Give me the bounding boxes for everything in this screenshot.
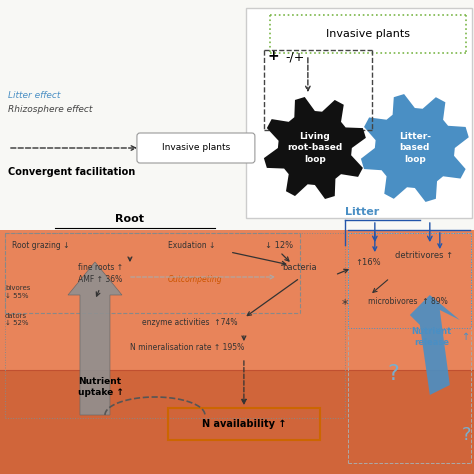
Polygon shape [410,295,460,395]
Bar [246,8,472,218]
Text: Outcompeting: Outcompeting [168,275,223,284]
Text: Root grazing ↓: Root grazing ↓ [12,241,70,250]
Text: bacteria: bacteria [282,263,317,272]
Text: ?: ? [388,364,400,384]
Text: enzyme activities  ↑74%: enzyme activities ↑74% [142,318,237,327]
Text: dators
↓ 52%: dators ↓ 52% [5,312,28,326]
Text: N mineralisation rate ↑ 195%: N mineralisation rate ↑ 195% [130,343,244,352]
Text: Living
root-based
loop: Living root-based loop [287,132,343,164]
Text: bivores
↓ 55%: bivores ↓ 55% [5,285,30,299]
Text: Litter: Litter [345,207,379,217]
Bar [0,0,474,230]
Polygon shape [264,97,366,199]
Text: detritivores ↑: detritivores ↑ [395,251,453,260]
Bar [0,230,474,370]
Text: AMF ↑ 36%: AMF ↑ 36% [78,275,122,284]
Text: ↑: ↑ [462,332,470,342]
Polygon shape [68,262,122,415]
Text: Nutrient
uptake ↑: Nutrient uptake ↑ [78,377,124,397]
Text: Nutrient
release: Nutrient release [412,327,452,347]
Text: ↑16%: ↑16% [355,258,381,267]
Text: ?: ? [462,426,471,444]
Text: fine roots ↑: fine roots ↑ [78,263,123,272]
Text: microbivores  ↑ 89%: microbivores ↑ 89% [368,297,447,306]
Text: Exudation ↓: Exudation ↓ [168,241,215,250]
Text: Root: Root [116,214,145,224]
Text: Rhizosphere effect: Rhizosphere effect [8,105,92,114]
Text: ↓ 12%: ↓ 12% [265,241,293,250]
Text: Litter effect: Litter effect [8,91,60,100]
Text: N availability ↑: N availability ↑ [201,419,286,429]
Bar [0,370,474,474]
Text: Invasive plants: Invasive plants [326,29,410,39]
Text: Convergent facilitation: Convergent facilitation [8,167,135,177]
Polygon shape [361,94,469,202]
Text: *: * [342,298,348,311]
FancyBboxPatch shape [137,133,255,163]
Text: Invasive plants: Invasive plants [162,144,230,153]
Text: Litter-
based
loop: Litter- based loop [399,132,431,164]
Text: +: + [268,49,280,63]
Text: -/+: -/+ [285,50,304,63]
